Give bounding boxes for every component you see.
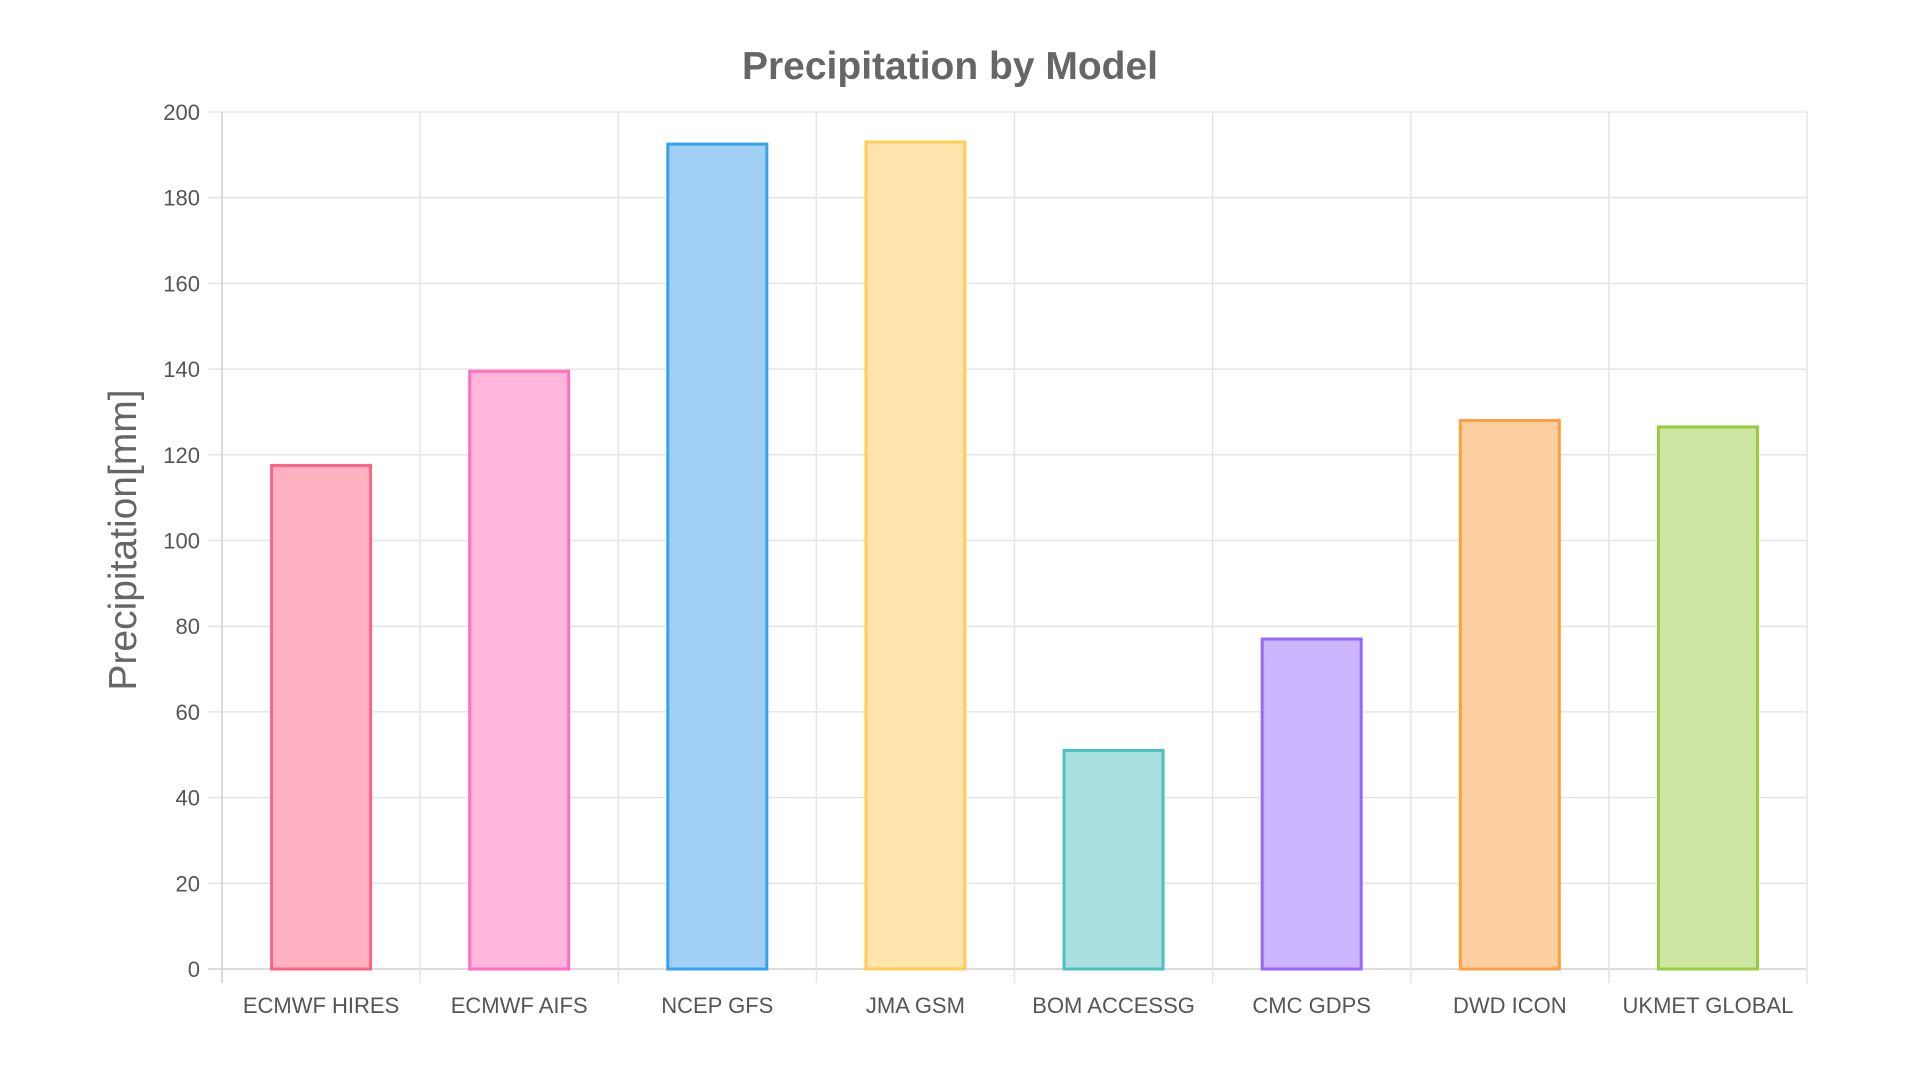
y-tick-label: 80 (176, 614, 200, 639)
y-tick-label: 120 (163, 443, 200, 468)
y-tick-label: 60 (176, 700, 200, 725)
y-tick-label: 140 (163, 357, 200, 382)
y-tick-label: 180 (163, 186, 200, 211)
axis-layer: 0 20 40 60 80 100 120 140 160 180 200 ECMWF HIRES EC… (163, 100, 1793, 1018)
bar-ncep-gfs[interactable] (666, 142, 769, 971)
y-tick-label: 100 (163, 529, 200, 554)
grid-layer (208, 111, 1808, 983)
bar-dwd-icon[interactable] (1458, 419, 1561, 971)
x-tick-label: CMC GDPS (1252, 993, 1371, 1018)
bar-ecmwf-hires[interactable] (270, 464, 373, 971)
bar-jma-gsm[interactable] (864, 140, 967, 971)
x-tick-label: NCEP GFS (661, 993, 773, 1018)
bar-cmc-gdps[interactable] (1260, 637, 1363, 971)
x-tick-label: ECMWF AIFS (451, 993, 588, 1018)
y-tick-label: 20 (176, 871, 200, 896)
chart-title: Precipitation by Model (742, 45, 1158, 88)
bar-ukmet-global[interactable] (1656, 425, 1759, 971)
y-tick-label: 0 (188, 957, 200, 982)
x-tick-label: BOM ACCESSG (1032, 993, 1195, 1018)
y-axis-label: Precipitation[mm] (102, 389, 145, 690)
bars-layer (270, 140, 1759, 971)
y-tick-label: 160 (163, 271, 200, 296)
y-tick-label: 40 (176, 786, 200, 811)
x-tick-label: ECMWF HIRES (243, 993, 399, 1018)
y-tick-label: 200 (163, 100, 200, 125)
x-tick-label: DWD ICON (1453, 993, 1567, 1018)
bar-ecmwf-aifs[interactable] (468, 369, 571, 971)
x-tick-label: UKMET GLOBAL (1623, 993, 1794, 1018)
bar-bom-accessg[interactable] (1062, 748, 1165, 971)
x-tick-label: JMA GSM (866, 993, 965, 1018)
